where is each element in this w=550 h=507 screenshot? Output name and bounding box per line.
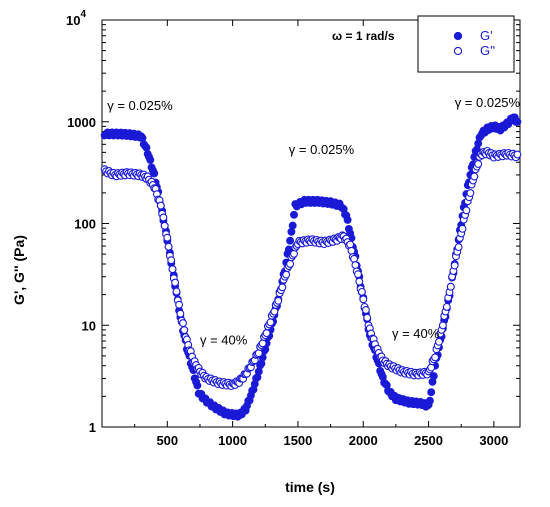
- g-prime-point: [142, 143, 151, 152]
- g-double-prime-point: [431, 353, 440, 362]
- y-tick-label-base: 100: [74, 217, 96, 232]
- strain-annotation: γ = 0.025%: [289, 142, 355, 157]
- g-double-prime-point: [262, 329, 271, 338]
- g-double-prime-point: [347, 246, 356, 255]
- g-double-prime-point: [286, 259, 295, 268]
- g-double-prime-point: [427, 363, 436, 372]
- legend-title: ω = 1 rad/s: [332, 29, 395, 43]
- strain-annotation: γ = 0.025%: [107, 98, 173, 113]
- g-double-prime-point: [270, 307, 279, 316]
- g-prime-point: [257, 359, 266, 368]
- strain-annotation: γ = 40%: [392, 326, 440, 341]
- y-tick-label-base: 10: [82, 318, 96, 333]
- g-double-prime-point: [458, 224, 467, 233]
- g-double-prime-point: [438, 321, 447, 330]
- g-double-prime-point: [446, 282, 455, 291]
- y-tick-label-base: 1000: [67, 115, 96, 130]
- g-double-prime-point: [172, 287, 181, 296]
- y-tick-label: 104: [66, 9, 86, 28]
- g-double-prime-point: [474, 160, 483, 168]
- legend-label: G'': [480, 43, 495, 58]
- g-double-prime-point: [274, 296, 283, 305]
- g-prime-point: [513, 117, 522, 126]
- g-double-prime-point: [159, 213, 168, 222]
- g-double-prime-point: [175, 300, 184, 309]
- g-prime-point: [427, 388, 436, 397]
- g-double-prime-point: [355, 277, 364, 286]
- g-double-prime-point: [454, 243, 463, 252]
- legend-box: [417, 15, 515, 73]
- x-axis-label: time (s): [285, 479, 335, 495]
- plot-frame: [101, 19, 521, 428]
- g-prime-point: [425, 396, 434, 405]
- legend-marker-g-prime: [453, 31, 463, 41]
- g-double-prime-point: [179, 319, 187, 328]
- g-prime-point: [254, 367, 263, 376]
- g-prime-point: [193, 381, 202, 390]
- x-tick-label: 2500: [414, 433, 443, 448]
- y-tick-label-base: 1: [89, 420, 96, 435]
- y-axis-label: G', G'' (Pa): [11, 235, 27, 305]
- g-double-prime-point: [266, 318, 275, 327]
- g-double-prime-point: [462, 206, 471, 215]
- y-tick-label-exponent: 4: [80, 9, 86, 20]
- y-tick-label: 100: [74, 217, 96, 232]
- g-double-prime-point: [354, 270, 362, 279]
- x-tick-label: 3000: [479, 433, 508, 448]
- x-tick-label: 1000: [218, 433, 247, 448]
- g-double-prime-point: [180, 326, 189, 335]
- g-double-prime-point: [361, 306, 370, 314]
- g-double-prime-point: [156, 201, 165, 210]
- g-prime-point: [287, 227, 296, 236]
- g-double-prime-point: [163, 233, 172, 242]
- g-double-prime-point: [351, 261, 360, 270]
- g-prime-point: [290, 210, 298, 219]
- g-double-prime-point: [357, 287, 366, 296]
- y-tick-label: 10: [82, 318, 96, 333]
- g-double-prime-point: [278, 283, 287, 292]
- legend-label: G': [480, 28, 493, 43]
- g-double-prime-point: [346, 240, 355, 249]
- g-double-prime-point: [160, 221, 169, 230]
- g-double-prime-point: [164, 242, 173, 251]
- g-double-prime-point: [290, 249, 298, 258]
- x-tick-label: 500: [156, 433, 178, 448]
- g-double-prime-point: [171, 278, 180, 287]
- y-tick-label-base: 10: [66, 13, 80, 28]
- g-double-prime-point: [254, 349, 263, 358]
- g-prime-point: [146, 155, 155, 164]
- g-double-prime-point: [450, 261, 459, 270]
- g-double-prime-point: [435, 337, 443, 346]
- g-double-prime-point: [350, 254, 359, 263]
- g-double-prime-point: [359, 295, 368, 304]
- g-prime-point: [150, 169, 159, 178]
- x-tick-label: 1500: [283, 433, 312, 448]
- g-prime-point: [286, 236, 295, 245]
- g-double-prime-point: [513, 150, 522, 159]
- y-tick-label: 1: [89, 420, 96, 435]
- x-tick-label: 2000: [349, 433, 378, 448]
- y-tick-label: 1000: [67, 115, 96, 130]
- strain-annotation: γ = 0.025%: [455, 95, 521, 110]
- g-double-prime-point: [282, 270, 291, 279]
- g-prime-point: [343, 215, 352, 224]
- strain-annotation: γ = 40%: [200, 332, 248, 347]
- g-double-prime-point: [466, 189, 475, 198]
- g-prime-point: [138, 134, 147, 142]
- g-double-prime-point: [167, 256, 176, 265]
- g-double-prime-point: [470, 172, 479, 181]
- legend-marker-g-double-prime: [453, 46, 463, 56]
- g-double-prime-point: [168, 265, 177, 274]
- g-double-prime-point: [442, 302, 451, 311]
- g-double-prime-point: [363, 313, 372, 322]
- g-double-prime-point: [258, 339, 267, 348]
- g-prime-point: [288, 221, 297, 230]
- g-double-prime-point: [176, 309, 185, 318]
